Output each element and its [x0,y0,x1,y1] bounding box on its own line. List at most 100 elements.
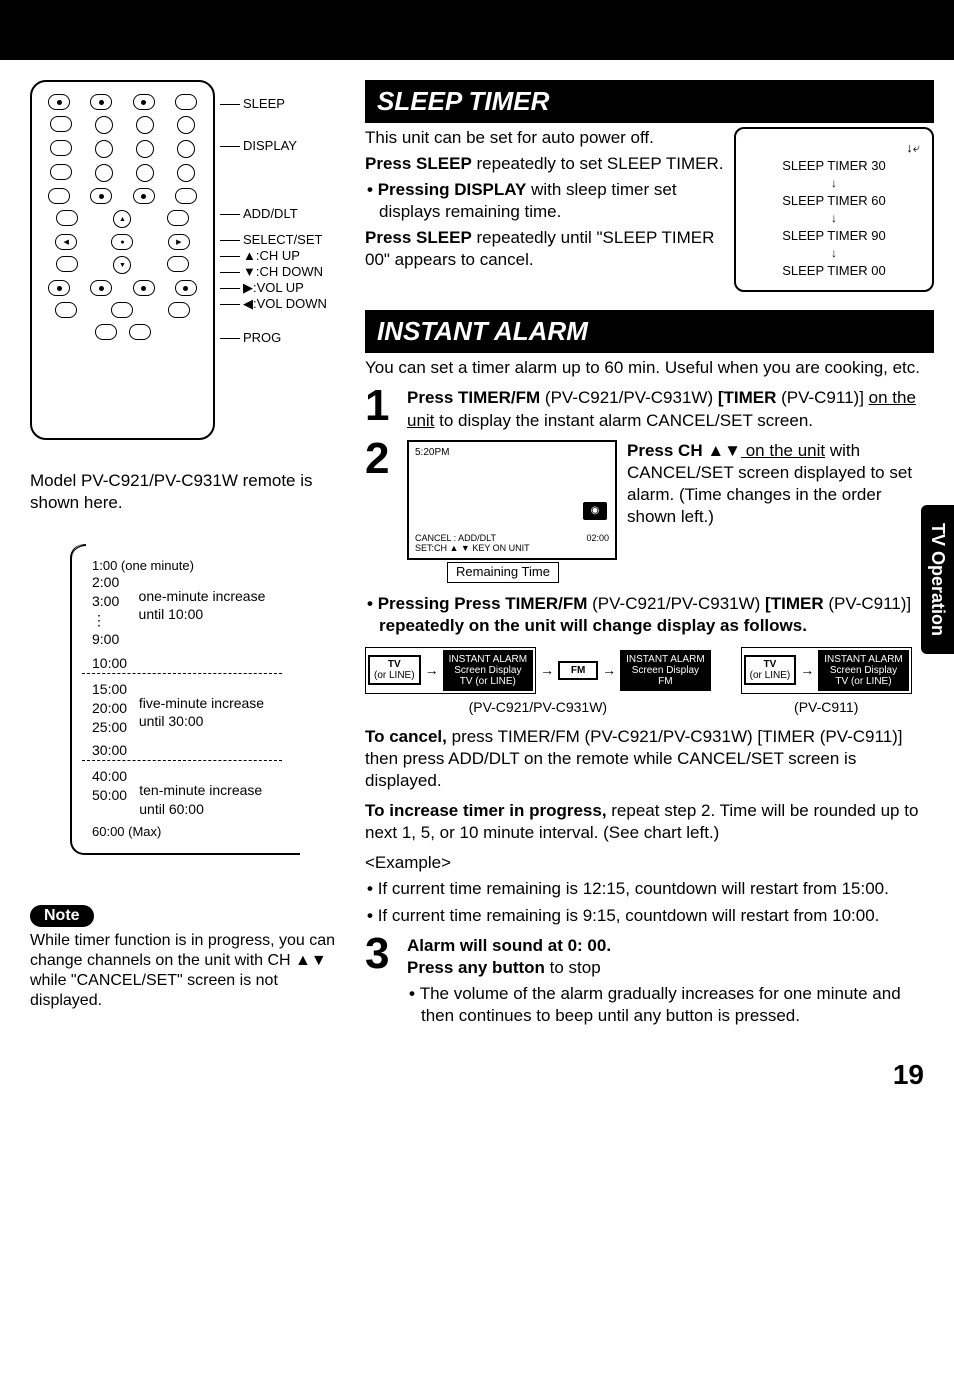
note-pill: Note [30,905,94,927]
label-ch-up: ▲:CH UP [220,248,300,264]
page-content: TV Operation ▲ ◀●▶ ▼ SLEEP DISPLAY ADD/D… [0,60,954,1059]
s3-bullet: The volume of the alarm gradually increa… [407,983,934,1027]
sleep-p1b: repeatedly to set SLEEP TIMER. [472,154,724,173]
cancel-a: To cancel, [365,727,447,746]
fb-fm2: FM [658,676,672,687]
clock-icon: ◉ [583,502,607,520]
s2-u: on the unit [741,441,825,460]
tc-desc: ten-minute increase until 60:00 [139,767,290,817]
label-ch-down: ▼:CH DOWN [220,264,323,280]
flow-cap-1: (PV-C921/PV-C931W) [365,698,711,716]
fb2-ia: INSTANT ALARM [824,654,903,665]
inc-a: To increase timer in progress, [365,801,607,820]
fb2-orl: (or LINE) [750,670,791,681]
fb-orl: (or LINE) [374,670,415,681]
sleep-p2a: Press SLEEP [365,228,472,247]
label-prog: PROG [220,330,281,346]
example-1: If current time remaining is 12:15, coun… [365,878,934,900]
sleep-timer-body: ↓​⤶ SLEEP TIMER 30 ↓ SLEEP TIMER 60 ↓ SL… [365,127,934,292]
s1-bold2: [TIMER [718,388,777,407]
fb2-tv: TV [764,659,777,670]
right-column: SLEEP TIMER ↓​⤶ SLEEP TIMER 30 ↓ SLEEP T… [365,80,934,1049]
sleep-seq-item: SLEEP TIMER 30 [748,157,920,175]
s2-a: Press CH ▲▼ [627,441,741,460]
step-2: 2 5:20PM ◉ CANCEL : ADD/DLT 02:00 SET: [365,440,934,583]
sleep-timer-heading: SLEEP TIMER [365,80,934,123]
fb-tv: TV [388,659,401,670]
fb-ia2: INSTANT ALARM [626,654,705,665]
fb2-tvl: TV (or LINE) [835,676,891,687]
s1-bold: Press TIMER/FM [407,388,540,407]
ia-intro: You can set a timer alarm up to 60 min. … [365,357,934,379]
sleep-sequence-box: ↓​⤶ SLEEP TIMER 30 ↓ SLEEP TIMER 60 ↓ SL… [734,127,934,292]
tc-time: 50:00 [92,786,139,805]
pb-c: [TIMER [765,594,824,613]
left-column: ▲ ◀●▶ ▼ SLEEP DISPLAY ADD/DLT SELECT/SET… [30,80,340,1049]
example-heading: <Example> [365,852,934,874]
remote-caption: Model PV-C921/PV-C931W remote is shown h… [30,470,340,514]
s3-c: to stop [545,958,601,977]
pb-d: (PV-C911)] [824,594,912,613]
flow-cap-2: (PV-C911) [741,698,912,716]
page-number: 19 [0,1059,954,1091]
osd-caption: Remaining Time [447,562,559,583]
instant-alarm-heading: INSTANT ALARM [365,310,934,353]
tc-time: 15:00 [92,680,139,699]
remote-outline: ▲ ◀●▶ ▼ [30,80,215,440]
fb-ia: INSTANT ALARM [449,654,528,665]
sleep-b1a: Pressing DISPLAY [378,180,527,199]
sleep-seq-item: SLEEP TIMER 90 [748,227,920,245]
s3-a: Alarm will sound at 0: 00. [407,936,611,955]
label-select-set: SELECT/SET [220,232,322,248]
tc-desc: one-minute increase until 10:00 [139,573,290,649]
flow-group-1: TV(or LINE) → INSTANT ALARMScreen Displa… [365,643,711,716]
s1-r: (PV-C911)] [776,388,868,407]
tc-time: 2:00 [92,573,139,592]
pb-b: (PV-C921/PV-C931W) [587,594,765,613]
step-3: 3 Alarm will sound at 0: 00. Press any b… [365,935,934,1031]
s1-t: to display the instant alarm CANCEL/SET … [434,411,813,430]
sleep-seq-item: SLEEP TIMER 60 [748,192,920,210]
fb-fm: FM [571,665,585,676]
s1-m: (PV-C921/PV-C931W) [540,388,718,407]
tc-time: 40:00 [92,767,139,786]
osd-screen: 5:20PM ◉ CANCEL : ADD/DLT 02:00 SET:CH ▲… [407,440,617,560]
tc-time: 20:00 [92,699,139,718]
time-increment-chart: 1:00 (one minute) 2:00 3:00 ⋮ 9:00 one-m… [70,544,300,855]
chart-start: 1:00 (one minute) [92,558,290,573]
tc-time: 9:00 [92,630,139,649]
step-1: 1 Press TIMER/FM (PV-C921/PV-C931W) [TIM… [365,387,934,431]
label-sleep: SLEEP [220,96,285,112]
chart-end: 60:00 (Max) [92,824,290,839]
fb2-sd: Screen Display [830,665,897,676]
tc-desc: five-minute increase until 30:00 [139,680,290,737]
fb-sd2: Screen Display [632,665,699,676]
sleep-seq-item: SLEEP TIMER 00 [748,262,920,280]
fb-tvl: TV (or LINE) [460,676,516,687]
tc-divider: 10:00 [92,655,290,671]
tc-divider: 30:00 [92,742,290,758]
label-vol-down: ◀:VOL DOWN [220,296,327,312]
osd-remain: 02:00 [586,534,609,544]
remote-diagram: ▲ ◀●▶ ▼ SLEEP DISPLAY ADD/DLT SELECT/SET… [30,80,340,440]
tc-time: 25:00 [92,718,139,737]
pb-a: Pressing Press TIMER/FM [378,594,588,613]
flow-group-2: TV(or LINE) → INSTANT ALARMScreen Displa… [741,643,912,716]
step-num-2: 2 [365,440,399,583]
osd-time: 5:20PM [415,446,609,459]
pb-e: repeatedly on the unit will change displ… [379,616,807,635]
step-num-3: 3 [365,935,399,1031]
label-add-dlt: ADD/DLT [220,206,298,222]
label-display: DISPLAY [220,138,297,154]
side-tab-tv-operation: TV Operation [921,505,954,654]
instant-alarm-body: You can set a timer alarm up to 60 min. … [365,357,934,1031]
top-black-bar [0,0,954,60]
step-num-1: 1 [365,387,399,431]
s3-b: Press any button [407,958,545,977]
sleep-p1a: Press SLEEP [365,154,472,173]
note-text: While timer function is in progress, you… [30,931,340,1011]
tc-time: 3:00 [92,592,139,611]
label-vol-up: ▶:VOL UP [220,280,304,296]
fb-sd: Screen Display [454,665,521,676]
example-2: If current time remaining is 9:15, count… [365,905,934,927]
